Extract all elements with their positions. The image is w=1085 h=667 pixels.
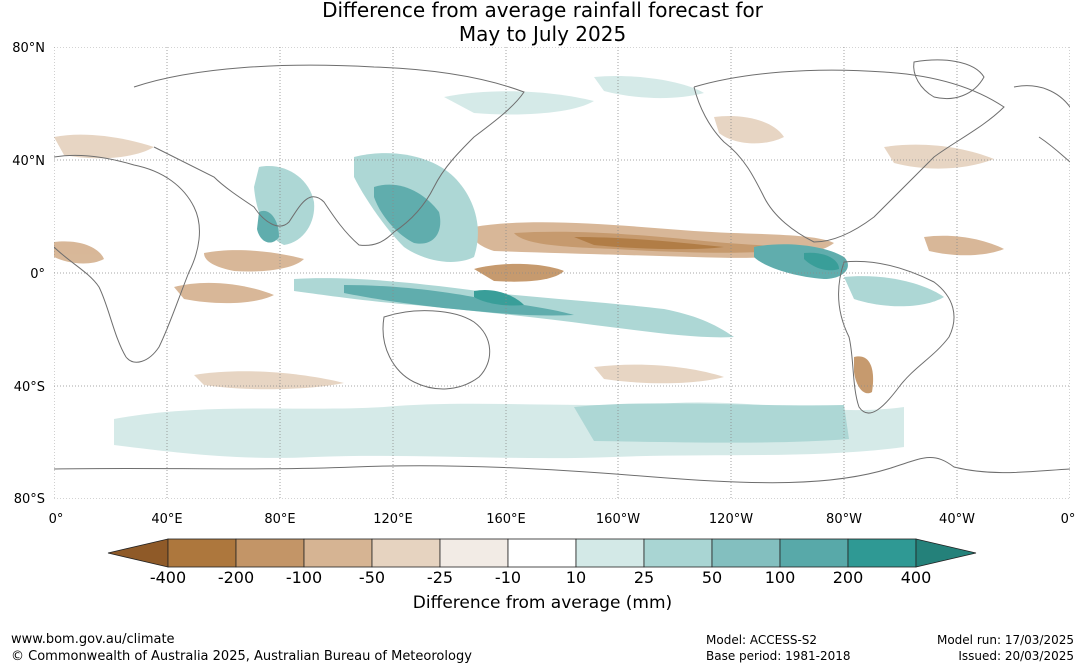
footer-model: Model: ACCESS-S2	[706, 633, 818, 647]
lon-label-40w: 40°W	[939, 512, 975, 527]
lat-label-40s: 40°S	[14, 380, 45, 395]
colorbar-title: Difference from average (mm)	[412, 593, 673, 613]
colorbar-tick-label: -25	[427, 568, 453, 587]
footer-model-info: Model: ACCESS-S2 Base period: 1981-2018	[706, 632, 851, 664]
anomaly-field	[54, 75, 1004, 459]
coast-africa	[53, 154, 200, 363]
lon-label-160w: 160°W	[596, 512, 640, 527]
colorbar-swatch	[235, 538, 305, 568]
footer-model-run: Model run: 17/03/2025	[936, 633, 1074, 647]
footer-copyright: © Commonwealth of Australia 2025, Austra…	[11, 649, 472, 664]
lon-label-0-left: 0°	[49, 512, 64, 527]
lat-labels: 80°N 40°N 0° 40°S 80°S	[12, 41, 45, 507]
colorbar-labels: -400 -200 -100 -50 -25 -10 10 25 50 100 200 400	[150, 568, 931, 587]
title-line-1: Difference from average rainfall forecas…	[322, 0, 763, 22]
coast-south-america	[838, 260, 955, 414]
title-line-2: May to July 2025	[458, 22, 627, 46]
colorbar-swatch	[711, 538, 781, 568]
colorbar-tick-label: 25	[634, 568, 654, 587]
lon-label-0-right: 0°	[1061, 512, 1076, 527]
colorbar-swatch	[507, 538, 577, 568]
colorbar-swatch	[575, 538, 645, 568]
lat-label-eq: 0°	[30, 267, 45, 282]
coast-australia	[382, 310, 491, 390]
colorbar-swatch	[167, 538, 237, 568]
lat-label-80n: 80°N	[12, 41, 45, 56]
coast-north-america	[693, 69, 1005, 243]
lon-label-80w: 80°W	[826, 512, 862, 527]
footer-dates: Model run: 17/03/2025 Issued: 20/03/2025	[937, 632, 1074, 664]
coast-europe	[1013, 85, 1071, 163]
colorbar-tick-label: -100	[286, 568, 322, 587]
colorbar-tick-label: -400	[150, 568, 186, 587]
coastlines	[53, 59, 1071, 484]
colorbar: -400 -200 -100 -50 -25 -10 10 25 50 100 200 400	[107, 538, 977, 587]
colorbar-swatch	[439, 538, 509, 568]
footer-left: www.bom.gov.au/climate © Commonwealth of…	[11, 631, 472, 665]
coast-eurasia	[133, 64, 525, 246]
rainfall-map	[53, 46, 1071, 503]
colorbar-tick-label: 100	[765, 568, 796, 587]
lon-label-80e: 80°E	[264, 512, 295, 527]
lon-label-40e: 40°E	[151, 512, 182, 527]
lon-label-160e: 160°E	[486, 512, 526, 527]
map-svg	[53, 46, 1071, 500]
coast-greenland	[913, 59, 985, 100]
colorbar-extend-low	[107, 538, 169, 568]
colorbar-swatch	[371, 538, 441, 568]
lon-labels: 0° 40°E 80°E 120°E 160°E 160°W 120°W 80°…	[49, 512, 1076, 527]
map-title: Difference from average rainfall forecas…	[0, 0, 1085, 46]
lon-label-120e: 120°E	[373, 512, 413, 527]
colorbar-tick-label: 200	[833, 568, 864, 587]
colorbar-swatch	[779, 538, 849, 568]
colorbar-tick-label: -10	[495, 568, 521, 587]
lon-label-120w: 120°W	[709, 512, 753, 527]
footer-base-period: Base period: 1981-2018	[706, 649, 851, 663]
colorbar-tick-label: 10	[566, 568, 586, 587]
footer-url[interactable]: www.bom.gov.au/climate	[11, 632, 175, 647]
colorbar-tick-label: -200	[218, 568, 254, 587]
colorbar-tick-label: -50	[359, 568, 385, 587]
axis-labels: 80°N 40°N 0° 40°S 80°S 0° 40°E 80°E 120°…	[12, 41, 1076, 527]
coast-antarctica	[53, 457, 1071, 484]
lat-label-40n: 40°N	[12, 154, 45, 169]
colorbar-swatch	[847, 538, 917, 568]
colorbar-extend-high	[915, 538, 977, 568]
colorbar-tick-label: 400	[901, 568, 932, 587]
colorbar-tick-label: 50	[702, 568, 722, 587]
colorbar-swatches	[107, 538, 977, 568]
colorbar-swatch	[303, 538, 373, 568]
footer-issued: Issued: 20/03/2025	[958, 649, 1074, 663]
colorbar-swatch	[643, 538, 713, 568]
lat-label-80s: 80°S	[14, 492, 45, 507]
